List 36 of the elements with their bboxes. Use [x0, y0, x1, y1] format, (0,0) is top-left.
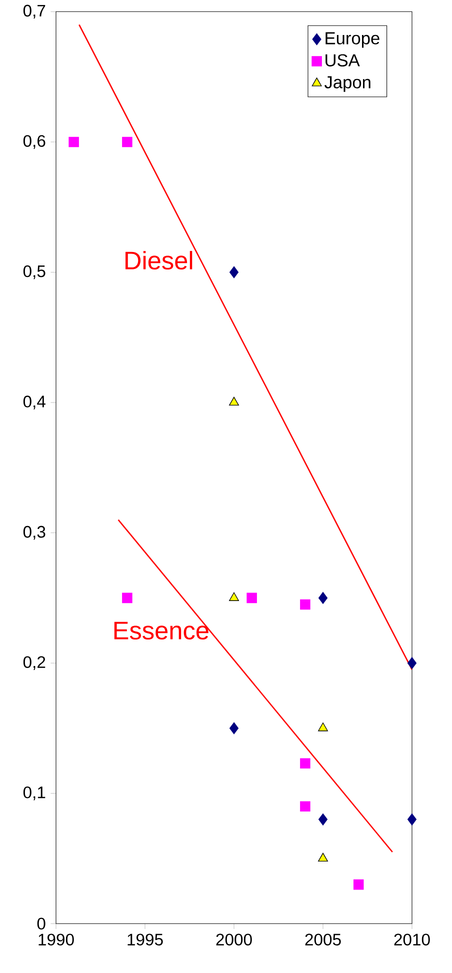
y-tick-label: 0,3: [23, 526, 46, 540]
y-tick-label: 0,6: [23, 135, 46, 149]
x-tick-label: 2010: [394, 934, 430, 946]
y-tick-label: 0,2: [23, 656, 46, 670]
legend-label: Europe: [326, 32, 380, 48]
y-tick-label: 0,1: [23, 786, 46, 800]
legend-label: USA: [326, 54, 360, 66]
point: [246, 592, 257, 604]
y-tick-label: 0,5: [23, 265, 46, 280]
point: [68, 136, 79, 148]
point: [318, 813, 328, 826]
x-tick-label: 1990: [38, 934, 74, 946]
point: [229, 266, 239, 278]
point: [318, 592, 328, 604]
x-tick-label: 1995: [128, 934, 163, 946]
y-tick-label: 0,7: [23, 4, 46, 19]
point: [318, 722, 328, 732]
point: [300, 758, 310, 769]
point: [122, 592, 132, 604]
point: [318, 852, 328, 862]
series-label: Diesel: [126, 250, 192, 270]
x-tick-label: 2000: [216, 934, 252, 946]
legend-label: Japon: [324, 76, 370, 92]
point: [300, 599, 310, 610]
point: [229, 722, 239, 734]
series-label: Essence: [114, 622, 208, 640]
y-tick-label: 0: [37, 918, 46, 930]
point: [300, 801, 310, 812]
point: [229, 396, 239, 406]
point: [122, 136, 132, 148]
point: [407, 813, 417, 826]
y-tick-label: 0,4: [23, 396, 46, 410]
point: [407, 657, 417, 670]
point: [229, 592, 239, 601]
x-tick-label: 2005: [305, 934, 341, 946]
point: [353, 879, 364, 890]
